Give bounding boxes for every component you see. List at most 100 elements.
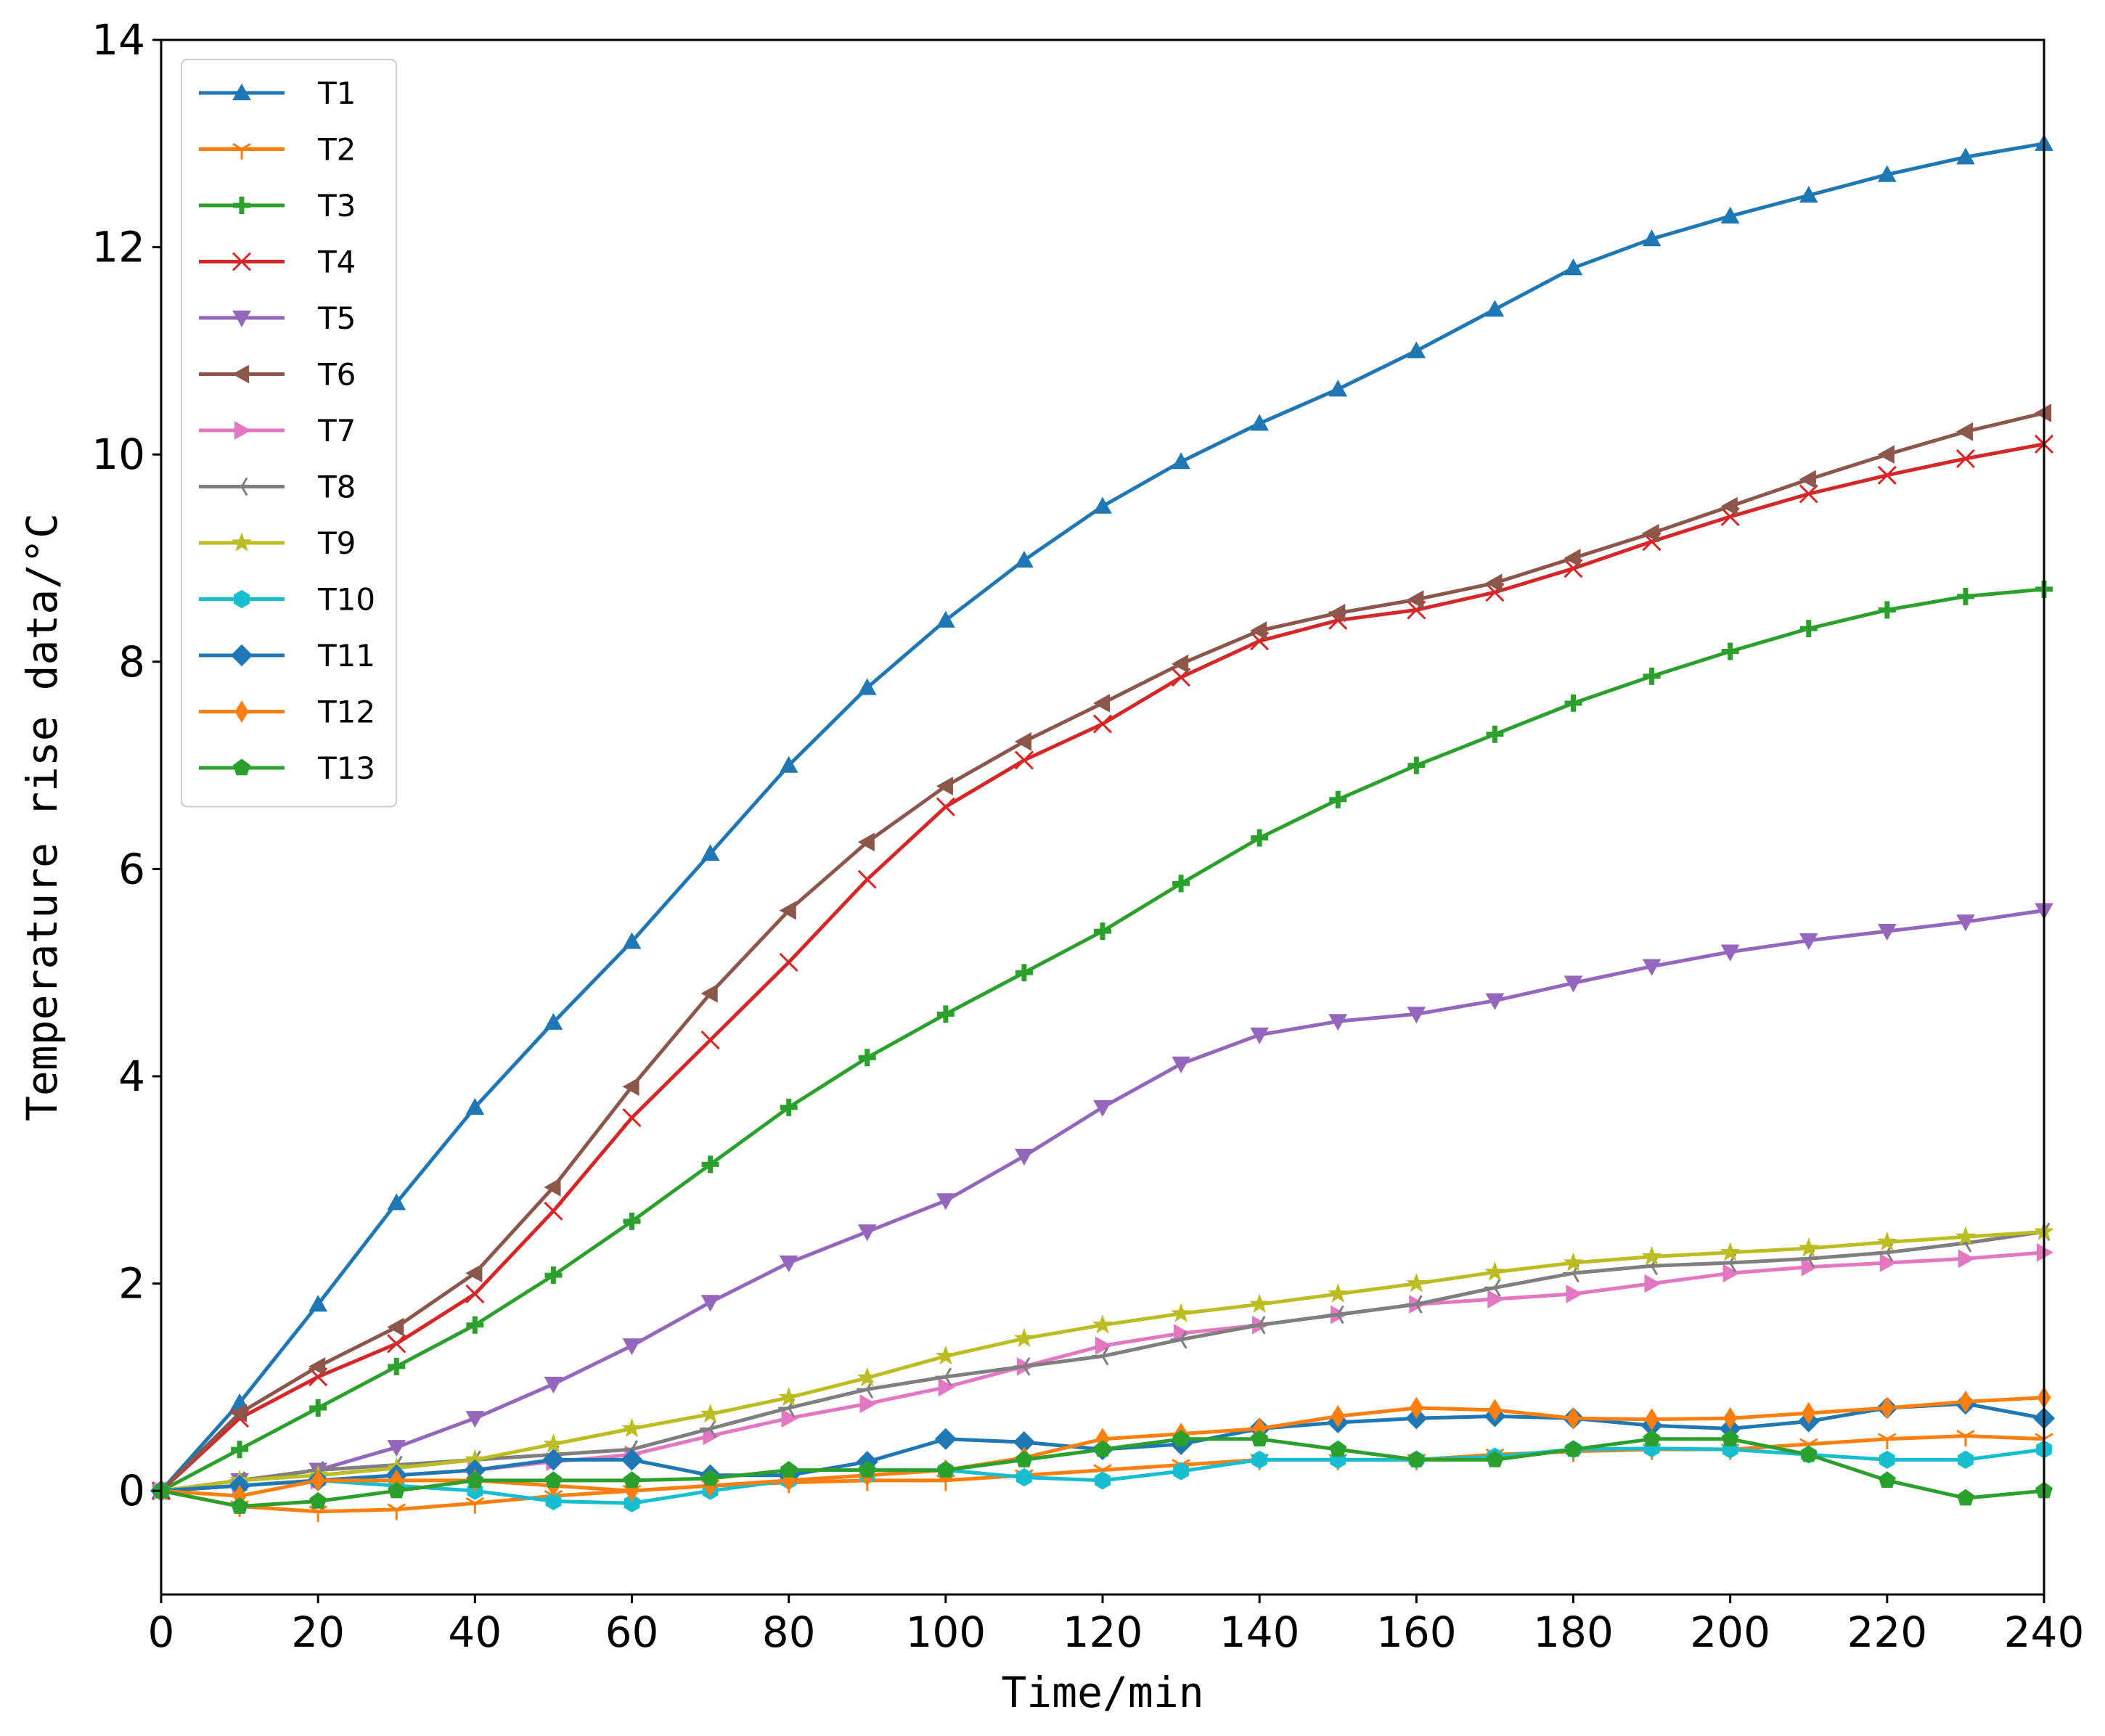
data-point-t1 (1328, 380, 1348, 397)
data-point-t3 (231, 1441, 249, 1459)
legend-marker (234, 700, 249, 723)
data-point-t9 (1328, 1283, 1349, 1303)
data-point-t3 (1094, 922, 1111, 941)
data-point-t3 (388, 1357, 406, 1375)
data-point-t6 (1564, 549, 1581, 568)
legend-marker (234, 421, 252, 440)
data-point-t5 (1877, 923, 1897, 941)
data-point-t7 (781, 1409, 798, 1428)
data-point-t6 (1955, 422, 1974, 441)
x-tick-label: 80 (762, 1608, 816, 1657)
legend-marker (232, 143, 251, 160)
legend-marker (230, 644, 253, 667)
data-point-t1 (1485, 300, 1505, 317)
data-point-t1 (1250, 414, 1270, 431)
data-point-t10 (545, 1491, 562, 1511)
data-point-t13 (466, 1471, 484, 1489)
data-point-t6 (1799, 470, 1816, 489)
data-point-t9 (935, 1345, 956, 1365)
legend-marker (234, 589, 250, 609)
data-point-t5 (1093, 1100, 1112, 1117)
y-tick-label: 4 (118, 1052, 145, 1101)
x-tick-label: 240 (2004, 1608, 2085, 1657)
data-point-t13 (231, 1497, 249, 1514)
data-point-t1 (622, 932, 642, 949)
data-point-t9 (1563, 1252, 1584, 1272)
data-point-t7 (938, 1377, 955, 1397)
data-point-t9 (1798, 1237, 1819, 1257)
data-point-t12 (1409, 1396, 1423, 1420)
data-point-t3 (1172, 875, 1190, 893)
data-point-t4 (700, 1030, 720, 1050)
data-point-t1 (1407, 341, 1426, 359)
data-point-t7 (1487, 1290, 1505, 1309)
legend-item: T9 (199, 525, 356, 561)
data-point-t6 (1172, 654, 1189, 673)
data-point-t2 (936, 1474, 955, 1491)
legend-label: T12 (317, 695, 375, 730)
data-point-t3 (1015, 964, 1033, 982)
data-point-t11 (621, 1449, 643, 1471)
data-point-t9 (1406, 1272, 1427, 1293)
data-point-t1 (308, 1295, 328, 1312)
data-point-t7 (1095, 1336, 1113, 1356)
data-point-t6 (1485, 573, 1503, 593)
data-point-t9 (857, 1367, 878, 1387)
x-axis: 0 20 40 60 80 100 120 140 160 180 200 220 240 (148, 1594, 2085, 1657)
data-point-t1 (1564, 258, 1583, 276)
data-point-t2 (308, 1505, 327, 1523)
data-point-t1 (544, 1012, 563, 1030)
y-tick-label: 14 (91, 15, 145, 65)
data-point-t3 (858, 1049, 876, 1067)
data-point-t3 (309, 1399, 327, 1417)
data-point-t7 (1801, 1257, 1818, 1277)
data-point-t6 (230, 1404, 248, 1422)
data-point-t6 (1250, 621, 1267, 640)
data-point-t6 (1092, 694, 1111, 713)
legend-item: T8 (199, 470, 356, 505)
data-point-t2 (1956, 1430, 1975, 1446)
legend-label: T3 (317, 188, 356, 224)
legend-marker (232, 758, 251, 776)
data-point-t4 (1092, 714, 1113, 734)
data-point-t1 (465, 1097, 485, 1115)
data-point-t6 (779, 901, 796, 920)
data-point-t7 (859, 1394, 877, 1414)
data-point-t7 (1644, 1274, 1661, 1293)
data-point-t10 (1095, 1471, 1111, 1490)
data-point-t5 (1956, 914, 1975, 932)
data-point-t3 (1799, 620, 1818, 638)
data-point-t9 (543, 1433, 564, 1453)
data-point-t3 (1329, 790, 1347, 808)
legend-marker (232, 252, 252, 271)
data-point-t13 (1564, 1440, 1582, 1457)
legend-item: T7 (199, 413, 356, 449)
series-layer (150, 134, 2056, 1523)
data-point-t3 (1721, 642, 1739, 660)
y-tick-label: 12 (91, 223, 145, 272)
legend-item: T11 (199, 638, 375, 673)
data-point-t1 (700, 843, 720, 861)
data-point-t5 (1564, 975, 1583, 993)
data-point-t9 (1955, 1226, 1976, 1246)
data-point-t1 (936, 610, 955, 628)
data-point-t6 (1407, 590, 1424, 609)
data-point-t3 (1564, 694, 1582, 712)
data-point-t8 (1248, 1315, 1266, 1335)
data-point-t1 (1799, 186, 1818, 203)
data-point-t9 (1484, 1261, 1505, 1281)
data-point-t1 (1956, 147, 1975, 165)
data-point-t13 (936, 1461, 955, 1478)
data-point-t13 (544, 1471, 563, 1489)
data-point-t3 (466, 1316, 484, 1334)
x-tick-label: 160 (1376, 1608, 1457, 1657)
data-point-t10 (1879, 1450, 1895, 1469)
data-point-t8 (1405, 1295, 1423, 1314)
legend-marker (232, 310, 251, 328)
data-point-t3 (1486, 725, 1504, 743)
data-point-t6 (1720, 496, 1738, 516)
data-point-t1 (1015, 550, 1034, 568)
data-point-t1 (1172, 452, 1190, 470)
data-point-t13 (1721, 1430, 1739, 1447)
